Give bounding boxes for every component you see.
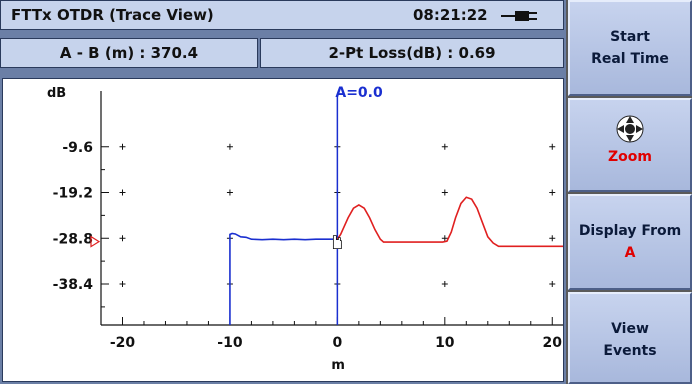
y-tick-label: -9.6 xyxy=(62,140,93,156)
x-axis-label: m xyxy=(331,358,345,373)
ab-distance: A - B (m) : 370.4 xyxy=(0,38,258,68)
x-tick-label: -10 xyxy=(217,335,243,351)
view-label: View xyxy=(611,321,649,337)
hand-pointer-icon xyxy=(332,235,342,249)
title-bar: FTTx OTDR (Trace View) 08:21:22 xyxy=(0,0,564,30)
reference-marker-icon xyxy=(90,235,101,248)
x-tick-label: 0 xyxy=(332,335,342,351)
start-real-time-button[interactable]: Start Real Time xyxy=(568,0,692,96)
otdr-trace-plot[interactable]: dB m -9.6 -19.2 -28.8 -38.4 -20 -10 0 10 20 A=0.0 xyxy=(2,78,564,382)
display-from-label: Display From xyxy=(578,223,682,239)
x-tick-label: 10 xyxy=(435,335,455,351)
cursor-a-label: A=0.0 xyxy=(335,85,383,101)
trace-series-2 xyxy=(336,196,563,248)
page-title: FTTx OTDR (Trace View) xyxy=(11,6,214,24)
y-axis-label: dB xyxy=(47,86,66,101)
y-tick-label: -38.4 xyxy=(53,277,94,293)
softkey-sidebar: Start Real Time Zoom Display From A View… xyxy=(568,0,692,384)
display-from-button[interactable]: Display From A xyxy=(568,194,692,290)
x-tick-label: 20 xyxy=(543,335,563,351)
events-label: Events xyxy=(603,343,657,359)
display-from-value: A xyxy=(624,245,636,261)
power-plug-icon xyxy=(501,11,537,21)
main-panel: FTTx OTDR (Trace View) 08:21:22 A - B (m… xyxy=(0,0,566,384)
start-label: Start xyxy=(610,29,650,45)
two-point-loss: 2-Pt Loss(dB) : 0.69 xyxy=(260,38,564,68)
y-tick-label: -28.8 xyxy=(53,231,93,247)
trace-series-1 xyxy=(229,232,340,325)
y-tick-label: -19.2 xyxy=(53,186,93,202)
trace-chart[interactable]: dB m -9.6 -19.2 -28.8 -38.4 -20 -10 0 10 20 A=0.0 xyxy=(3,79,563,381)
four-way-arrows-icon xyxy=(616,115,644,143)
view-events-button[interactable]: View Events xyxy=(568,292,692,384)
real-time-label: Real Time xyxy=(591,51,669,67)
zoom-label: Zoom xyxy=(608,149,652,165)
zoom-button[interactable]: Zoom xyxy=(568,98,692,192)
x-tick-label: -20 xyxy=(110,335,136,351)
clock: 08:21:22 xyxy=(413,6,488,24)
